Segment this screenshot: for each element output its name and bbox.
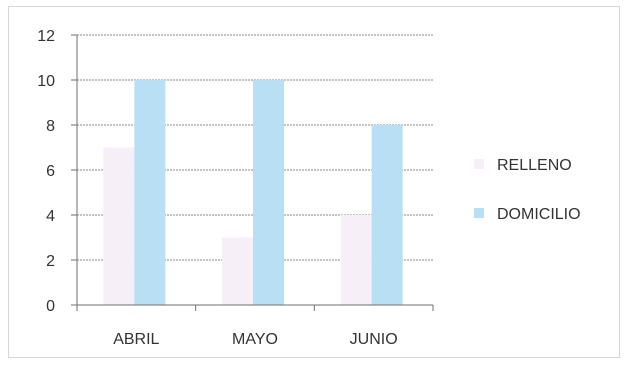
bar-domicilio-abril [134, 80, 166, 305]
y-tick-label: 6 [46, 163, 55, 180]
x-category-label: JUNIO [350, 331, 398, 348]
x-axis-categories: ABRIL MAYO JUNIO [113, 331, 397, 348]
y-tick-label: 8 [46, 118, 55, 135]
x-category-label: MAYO [232, 331, 278, 348]
y-tick-label: 2 [46, 253, 55, 270]
y-tick-label: 0 [46, 298, 55, 315]
bar-domicilio-mayo [253, 80, 284, 305]
bars [103, 80, 403, 305]
y-tick-label: 12 [37, 28, 55, 45]
bar-relleno-abril [103, 147, 135, 305]
y-axis-ticks: 0 2 4 6 8 10 12 [37, 28, 77, 315]
x-category-label: ABRIL [113, 331, 159, 348]
bar-relleno-mayo [222, 237, 253, 305]
axes [76, 35, 434, 311]
legend-label-relleno: RELLENO [497, 157, 572, 174]
legend-swatch-relleno [474, 159, 484, 169]
bar-relleno-junio [340, 215, 372, 305]
legend-swatch-domicilio [474, 208, 484, 218]
y-tick-label: 4 [46, 208, 55, 225]
bar-domicilio-junio [371, 125, 403, 305]
legend: RELLENO DOMICILIO [474, 157, 581, 223]
y-tick-label: 10 [37, 73, 55, 90]
legend-label-domicilio: DOMICILIO [497, 206, 581, 223]
